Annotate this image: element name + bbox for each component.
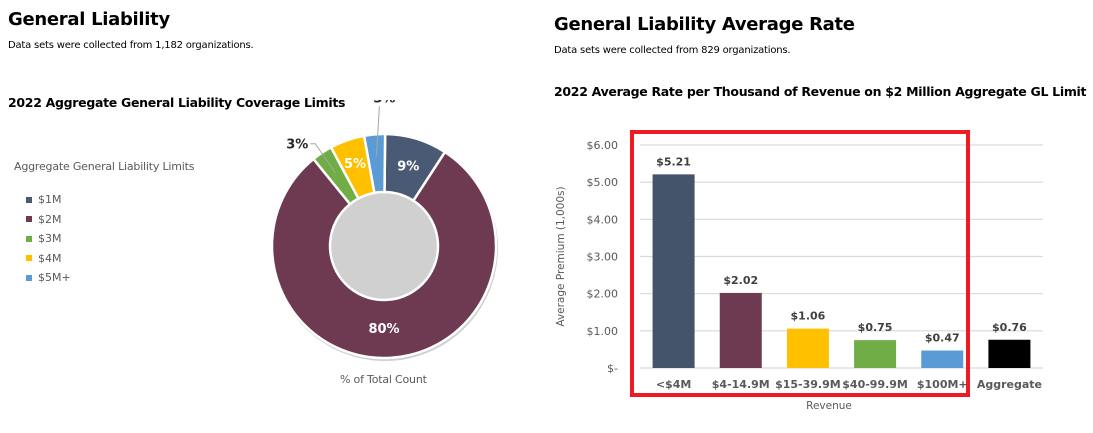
y-tick-label: $5.00: [587, 176, 619, 189]
legend-label: $2M: [38, 212, 62, 226]
bar-data-label: $2.02: [723, 274, 758, 287]
bar-aggregate: [988, 339, 1031, 368]
legend-label: $1M: [38, 193, 62, 207]
highlight-box: [630, 130, 970, 397]
bar-4m: [652, 174, 695, 368]
legend-swatch: [26, 216, 32, 223]
bar-chart-title: 2022 Average Rate per Thousand of Revenu…: [554, 84, 1087, 99]
bar-4-14-9m: [719, 292, 762, 368]
bar-data-label: $1.06: [791, 310, 826, 323]
bar-100m: [921, 350, 964, 368]
x-axis-label: Revenue: [806, 400, 852, 412]
x-tick-label: Aggregate: [977, 378, 1042, 391]
y-tick-label: $2.00: [587, 288, 619, 301]
y-tick-label: $3.00: [587, 251, 619, 264]
legend-item-2m: $2M: [26, 210, 71, 230]
x-tick-label: $40-99.9M: [842, 378, 908, 391]
right-section-subtitle: Data sets were collected from 829 organi…: [554, 45, 791, 56]
legend-item-3m: $3M: [26, 229, 71, 249]
legend-swatch: [26, 274, 32, 281]
y-tick-label: $-: [607, 362, 618, 375]
x-tick-label: $4-14.9M: [712, 378, 770, 391]
donut-slice-5m: [362, 132, 387, 195]
legend-swatch: [26, 255, 32, 262]
bar-40-99-9m: [854, 340, 897, 368]
donut-legend: $1M $2M $3M $4M $5M+: [26, 190, 71, 288]
legend-item-1m: $1M: [26, 190, 71, 210]
donut-label-1m: 9%: [397, 160, 419, 175]
donut-slice-2m: [270, 150, 498, 360]
donut-chart: 9% 80% 5% 3% 3%: [270, 100, 498, 361]
legend-swatch: [26, 235, 32, 242]
y-tick-label: $1.00: [587, 325, 619, 338]
donut-leader-3m: [310, 143, 336, 174]
donut-label-2m: 80%: [368, 322, 399, 337]
y-tick-label: $4.00: [587, 213, 619, 226]
bar-data-label: $0.47: [925, 332, 960, 345]
bar-15-39-9m: [786, 328, 829, 368]
y-tick-label: $6.00: [587, 139, 619, 152]
donut-label-3m: 3%: [286, 138, 308, 153]
legend-swatch: [26, 196, 32, 203]
donut-x-label: % of Total Count: [340, 373, 427, 386]
x-tick-label: $15-39.9M: [775, 378, 841, 391]
bar-data-label: $0.75: [858, 321, 893, 334]
donut-legend-title: Aggregate General Liability Limits: [14, 160, 195, 173]
donut-leader-5m: [375, 106, 380, 157]
bar-chart: $- $1.00 $2.00 $3.00 $4.00 $5.00 $6.00 Average …: [555, 130, 1043, 412]
legend-label: $4M: [38, 251, 62, 265]
bar-data-label: $5.21: [656, 155, 691, 168]
legend-label: $5M+: [38, 271, 71, 285]
left-section-subtitle: Data sets were collected from 1,182 orga…: [8, 40, 254, 51]
left-section-title: General Liability: [8, 9, 170, 30]
legend-item-5m: $5M+: [26, 268, 71, 288]
y-axis-label: Average Premium (1,000s): [555, 186, 567, 326]
donut-label-5m: 3%: [373, 100, 395, 106]
right-section-title: General Liability Average Rate: [554, 14, 855, 35]
donut-label-4m: 5%: [344, 157, 366, 172]
donut-chart-title: 2022 Aggregate General Liability Coverag…: [8, 95, 346, 110]
x-tick-label: <$4M: [656, 378, 691, 391]
bar-data-label: $0.76: [992, 321, 1027, 334]
legend-item-4m: $4M: [26, 249, 71, 269]
x-tick-label: $100M+: [917, 378, 968, 391]
legend-label: $3M: [38, 232, 62, 246]
